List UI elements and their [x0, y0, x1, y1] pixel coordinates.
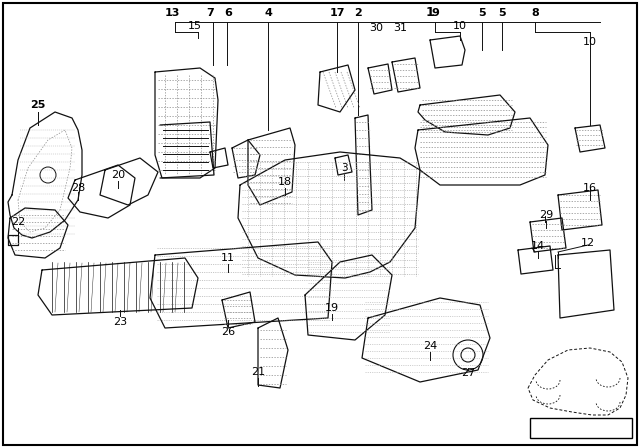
Text: 19: 19 — [325, 303, 339, 313]
Text: 17: 17 — [329, 8, 345, 18]
Text: 13: 13 — [164, 8, 180, 18]
Text: 24: 24 — [423, 341, 437, 351]
Text: 28: 28 — [71, 183, 85, 193]
Text: 12: 12 — [581, 238, 595, 248]
Text: 31: 31 — [393, 23, 407, 33]
Text: 10: 10 — [453, 21, 467, 31]
Text: 4: 4 — [264, 8, 272, 18]
Text: 1: 1 — [426, 7, 435, 20]
Text: 23: 23 — [113, 317, 127, 327]
Text: 8: 8 — [531, 8, 539, 18]
Text: 10: 10 — [583, 37, 597, 47]
Text: 22: 22 — [11, 217, 25, 227]
Text: 7: 7 — [206, 8, 214, 18]
Text: 29: 29 — [539, 210, 553, 220]
Text: 5: 5 — [478, 8, 486, 18]
Text: 20: 20 — [111, 170, 125, 180]
Text: 21: 21 — [251, 367, 265, 377]
Text: 26: 26 — [221, 327, 235, 337]
Text: 3: 3 — [340, 163, 348, 173]
Text: 14: 14 — [531, 241, 545, 251]
Text: 21126729: 21126729 — [558, 423, 604, 432]
Text: 18: 18 — [278, 177, 292, 187]
Text: 27: 27 — [461, 368, 475, 378]
Text: 11: 11 — [221, 253, 235, 263]
Bar — [530, 418, 632, 438]
Text: 5: 5 — [498, 8, 506, 18]
Text: 16: 16 — [583, 183, 597, 193]
Text: 6: 6 — [224, 8, 232, 18]
Text: 25: 25 — [30, 100, 45, 110]
Text: 2: 2 — [354, 8, 362, 18]
Text: 15: 15 — [188, 21, 202, 31]
Text: 9: 9 — [431, 8, 439, 18]
Text: 30: 30 — [369, 23, 383, 33]
